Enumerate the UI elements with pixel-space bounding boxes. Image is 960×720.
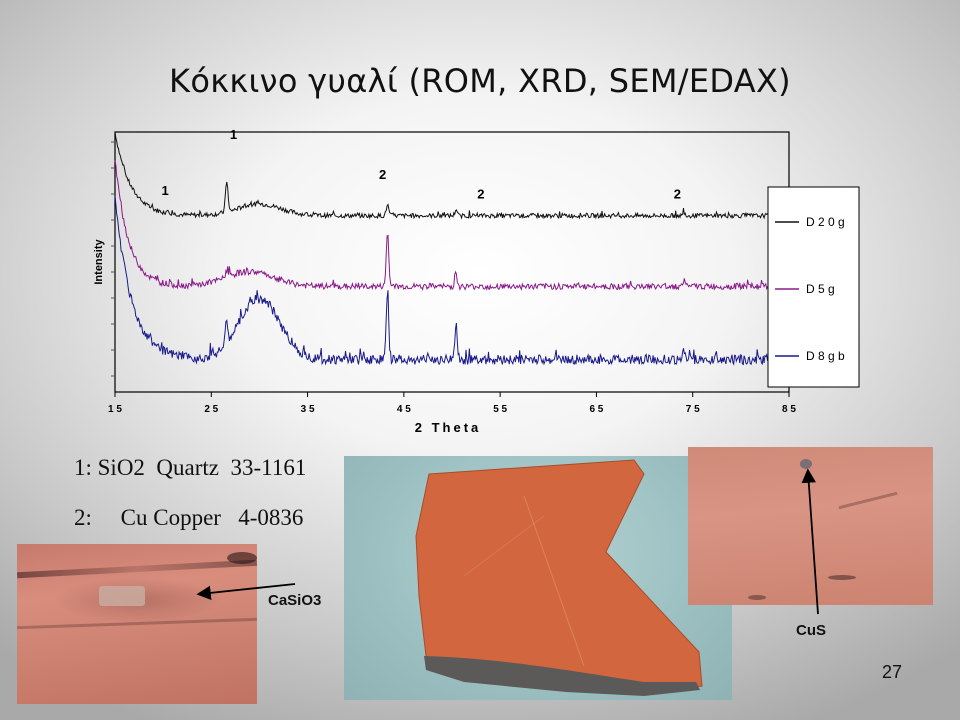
x-tick-label-0: 1 5 xyxy=(108,404,122,415)
x-tick-label-7: 8 5 xyxy=(782,404,796,415)
peak-label-3: 2 xyxy=(477,187,484,202)
peak-label-2: 2 xyxy=(379,167,386,182)
xrd-series-1 xyxy=(114,160,789,292)
x-tick-label-1: 2 5 xyxy=(204,404,218,415)
cus-label: CuS xyxy=(796,622,826,639)
xrd-traces xyxy=(114,131,789,366)
legend-label-0: D 2 0 g xyxy=(806,215,845,229)
x-tick-label-4: 5 5 xyxy=(493,404,507,415)
x-axis-label: 2 Theta xyxy=(415,420,482,435)
xrd-chart: 1 5 2 5 3 5 4 5 5 5 6 5 7 5 8 5 1 1 2 2 2 Intensity… xyxy=(93,127,860,435)
peak-annotations: 1 1 2 2 2 xyxy=(161,127,680,201)
micrograph-casio3 xyxy=(17,544,257,704)
xrd-series-2 xyxy=(114,195,789,366)
reference-quartz: 1: SiO2 Quartz 33-1161 xyxy=(74,455,307,480)
reference-copper: 2: Cu Copper 4-0836 xyxy=(74,505,304,530)
legend-box xyxy=(767,186,860,388)
micrograph-cus xyxy=(688,447,933,605)
x-tick-label-2: 3 5 xyxy=(301,404,315,415)
casio3-label: CaSiO3 xyxy=(268,592,322,609)
x-tick-label-5: 6 5 xyxy=(589,404,603,415)
x-axis-ticks: 1 5 2 5 3 5 4 5 5 5 6 5 7 5 8 5 xyxy=(108,141,796,415)
plot-area xyxy=(114,131,790,393)
peak-label-4: 2 xyxy=(674,187,681,202)
glass-shard-shape xyxy=(415,459,703,696)
peak-label-1: 1 xyxy=(161,183,168,198)
x-tick-label-3: 4 5 xyxy=(397,404,411,415)
xrd-series-0 xyxy=(114,131,789,220)
peak-label-0: 1 xyxy=(230,127,237,142)
legend-label-1: D 5 g xyxy=(806,282,835,296)
legend: D 2 0 g D 5 g D 8 g b xyxy=(767,186,860,388)
slide-title: Κόκκινο γυαλί (ROM, XRD, SEM/EDAX) xyxy=(169,62,791,100)
page-number: 27 xyxy=(881,662,902,682)
x-tick-label-6: 7 5 xyxy=(686,404,700,415)
legend-label-2: D 8 g b xyxy=(806,349,845,363)
glass-sample-photo xyxy=(344,456,732,700)
y-axis-label: Intensity xyxy=(93,239,105,285)
